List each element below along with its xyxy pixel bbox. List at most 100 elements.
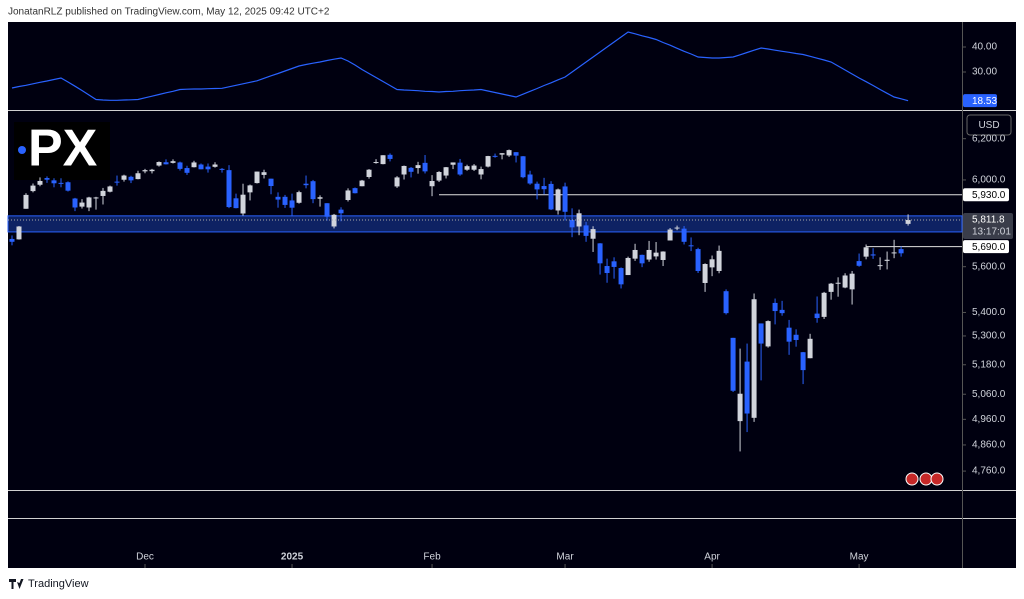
candle-body bbox=[541, 186, 547, 190]
indicator-tick-label: 40.00 bbox=[972, 42, 997, 53]
candle-body bbox=[422, 162, 428, 172]
candle-body bbox=[233, 198, 239, 209]
indicator-tick-label: 30.00 bbox=[972, 67, 997, 78]
candle-body bbox=[219, 168, 225, 170]
candle-body bbox=[184, 168, 190, 173]
candle-body bbox=[681, 228, 687, 242]
candle-body bbox=[170, 161, 176, 163]
candle-body bbox=[527, 174, 533, 184]
candle-body bbox=[415, 165, 421, 169]
candle-body bbox=[51, 180, 57, 184]
candle-body bbox=[632, 249, 638, 259]
candle-body bbox=[156, 162, 162, 166]
candle-body bbox=[590, 229, 596, 239]
event-icon[interactable] bbox=[905, 472, 919, 486]
candle-body bbox=[492, 155, 498, 157]
y-tick-label: 5,060.0 bbox=[972, 389, 1006, 400]
event-icon[interactable] bbox=[919, 472, 933, 486]
candle-body bbox=[555, 189, 561, 211]
y-tick-label: 5,600.0 bbox=[972, 261, 1006, 272]
candle-body bbox=[569, 219, 575, 228]
x-tick-label: Apr bbox=[704, 552, 720, 563]
logo-dot bbox=[18, 146, 26, 154]
candle-body bbox=[730, 337, 736, 391]
candle-body bbox=[58, 182, 64, 184]
candle-body bbox=[737, 393, 743, 422]
candle-body bbox=[212, 164, 218, 167]
candle-body bbox=[247, 185, 253, 193]
candle-body bbox=[100, 190, 106, 196]
candle-body bbox=[107, 186, 113, 192]
x-tick-label: May bbox=[850, 552, 869, 563]
y-tick-label: 5,400.0 bbox=[972, 307, 1006, 318]
candle-body bbox=[471, 165, 477, 170]
candle-body bbox=[793, 334, 799, 340]
logo-text: PX bbox=[28, 120, 98, 178]
candle-body bbox=[478, 169, 484, 175]
candle-body bbox=[639, 254, 645, 264]
candle-body bbox=[86, 197, 92, 208]
candle-body bbox=[240, 194, 246, 214]
candle-body bbox=[324, 203, 330, 217]
candle-body bbox=[65, 182, 71, 191]
candle-body bbox=[499, 153, 505, 155]
candle-body bbox=[23, 194, 29, 209]
candle-body bbox=[758, 323, 764, 344]
candle-body bbox=[884, 259, 890, 261]
candle-body bbox=[618, 268, 624, 285]
candle-body bbox=[688, 245, 694, 247]
candle-body bbox=[289, 200, 295, 208]
x-tick-label: Dec bbox=[136, 552, 154, 563]
candle-body bbox=[814, 313, 820, 319]
candle-body bbox=[429, 180, 435, 187]
candle-body bbox=[695, 249, 701, 271]
last-price-label: 5,811.8 bbox=[972, 215, 1005, 226]
x-tick-label: Mar bbox=[556, 552, 574, 563]
candle-body bbox=[520, 156, 526, 178]
candle-body bbox=[534, 183, 540, 190]
candle-body bbox=[345, 190, 351, 201]
candle-body bbox=[9, 238, 15, 242]
candle-body bbox=[898, 249, 904, 254]
y-tick-label: 5,300.0 bbox=[972, 331, 1006, 342]
brand-icon bbox=[9, 579, 24, 589]
candle-body bbox=[870, 254, 876, 256]
chart-background bbox=[8, 22, 1016, 568]
candle-body bbox=[303, 183, 309, 186]
event-icon[interactable] bbox=[930, 472, 944, 486]
candle-body bbox=[317, 197, 323, 199]
currency-button[interactable] bbox=[966, 114, 1012, 136]
candle-body bbox=[44, 178, 50, 180]
candle-body bbox=[254, 171, 260, 184]
candle-body bbox=[436, 171, 442, 181]
candle-body bbox=[457, 162, 463, 175]
candle-body bbox=[387, 154, 393, 159]
candle-body bbox=[723, 291, 729, 314]
candle-body bbox=[198, 164, 204, 170]
candle-body bbox=[765, 321, 771, 347]
candle-body bbox=[667, 229, 673, 241]
candle-body bbox=[310, 181, 316, 200]
candle-body bbox=[226, 170, 232, 208]
candle-body bbox=[191, 162, 197, 168]
candle-body bbox=[464, 166, 470, 170]
candle-body bbox=[744, 361, 750, 414]
brand-text: TradingView bbox=[28, 578, 89, 590]
candle-body bbox=[842, 275, 848, 288]
candle-body bbox=[597, 243, 603, 264]
candle-body bbox=[380, 155, 386, 165]
candle-body bbox=[338, 209, 344, 214]
candle-body bbox=[548, 183, 554, 210]
y-tick-label: 5,180.0 bbox=[972, 359, 1006, 370]
candle-body bbox=[863, 247, 869, 257]
candle-body bbox=[72, 198, 78, 208]
header-text: JonatanRLZ published on TradingView.com,… bbox=[8, 7, 330, 18]
candle-body bbox=[604, 266, 610, 274]
candle-body bbox=[30, 185, 36, 192]
candle-body bbox=[79, 202, 85, 207]
candle-body bbox=[828, 283, 834, 292]
candle-body bbox=[128, 176, 134, 181]
price-zone bbox=[7, 215, 963, 233]
candle-body bbox=[93, 197, 99, 199]
